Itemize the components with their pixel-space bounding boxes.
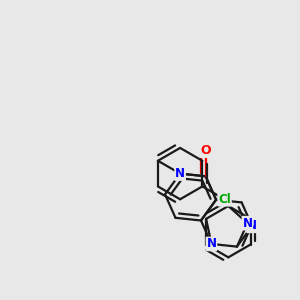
Text: N: N (175, 167, 185, 180)
Text: N: N (247, 219, 257, 232)
Text: N: N (206, 237, 216, 250)
Text: N: N (242, 217, 252, 230)
Text: O: O (200, 144, 211, 157)
Text: Cl: Cl (218, 193, 231, 206)
